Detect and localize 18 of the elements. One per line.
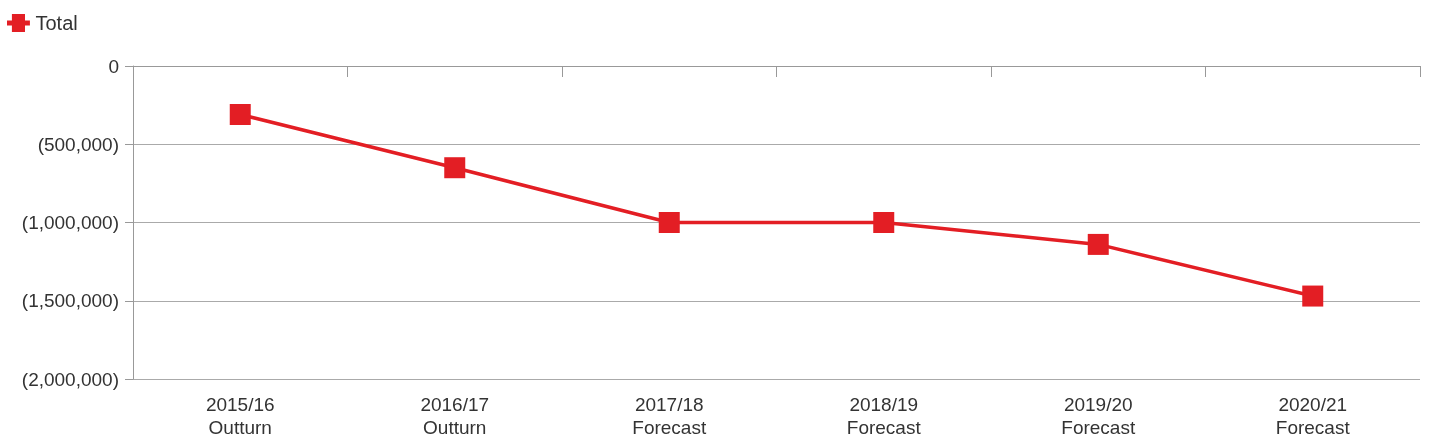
x-tick-label: 2015/16 Outturn [205,394,275,438]
point [873,212,895,233]
point [444,157,466,179]
point [229,104,251,126]
y-tick-label: 0 [108,55,119,77]
y-tick-label: (1,000,000) [21,212,119,233]
point [1302,285,1324,307]
x-tick-label: 2018/19 Forecast [846,394,922,438]
x-tick-label: 2017/18 Forecast [632,394,707,438]
legend-label: Total [35,12,78,34]
x-tick-label: 2020/21 Forecast [1275,394,1351,438]
y-tick-label: (500,000) [37,133,119,155]
y-tick-label: (1,500,000) [21,290,119,312]
point [658,212,680,233]
y-tick-label: (2,000,000) [21,368,119,390]
x-tick-label: 2019/20 Forecast [1061,394,1136,438]
point [1087,233,1109,255]
x-tick-label: 2016/17 Outturn [420,394,490,438]
